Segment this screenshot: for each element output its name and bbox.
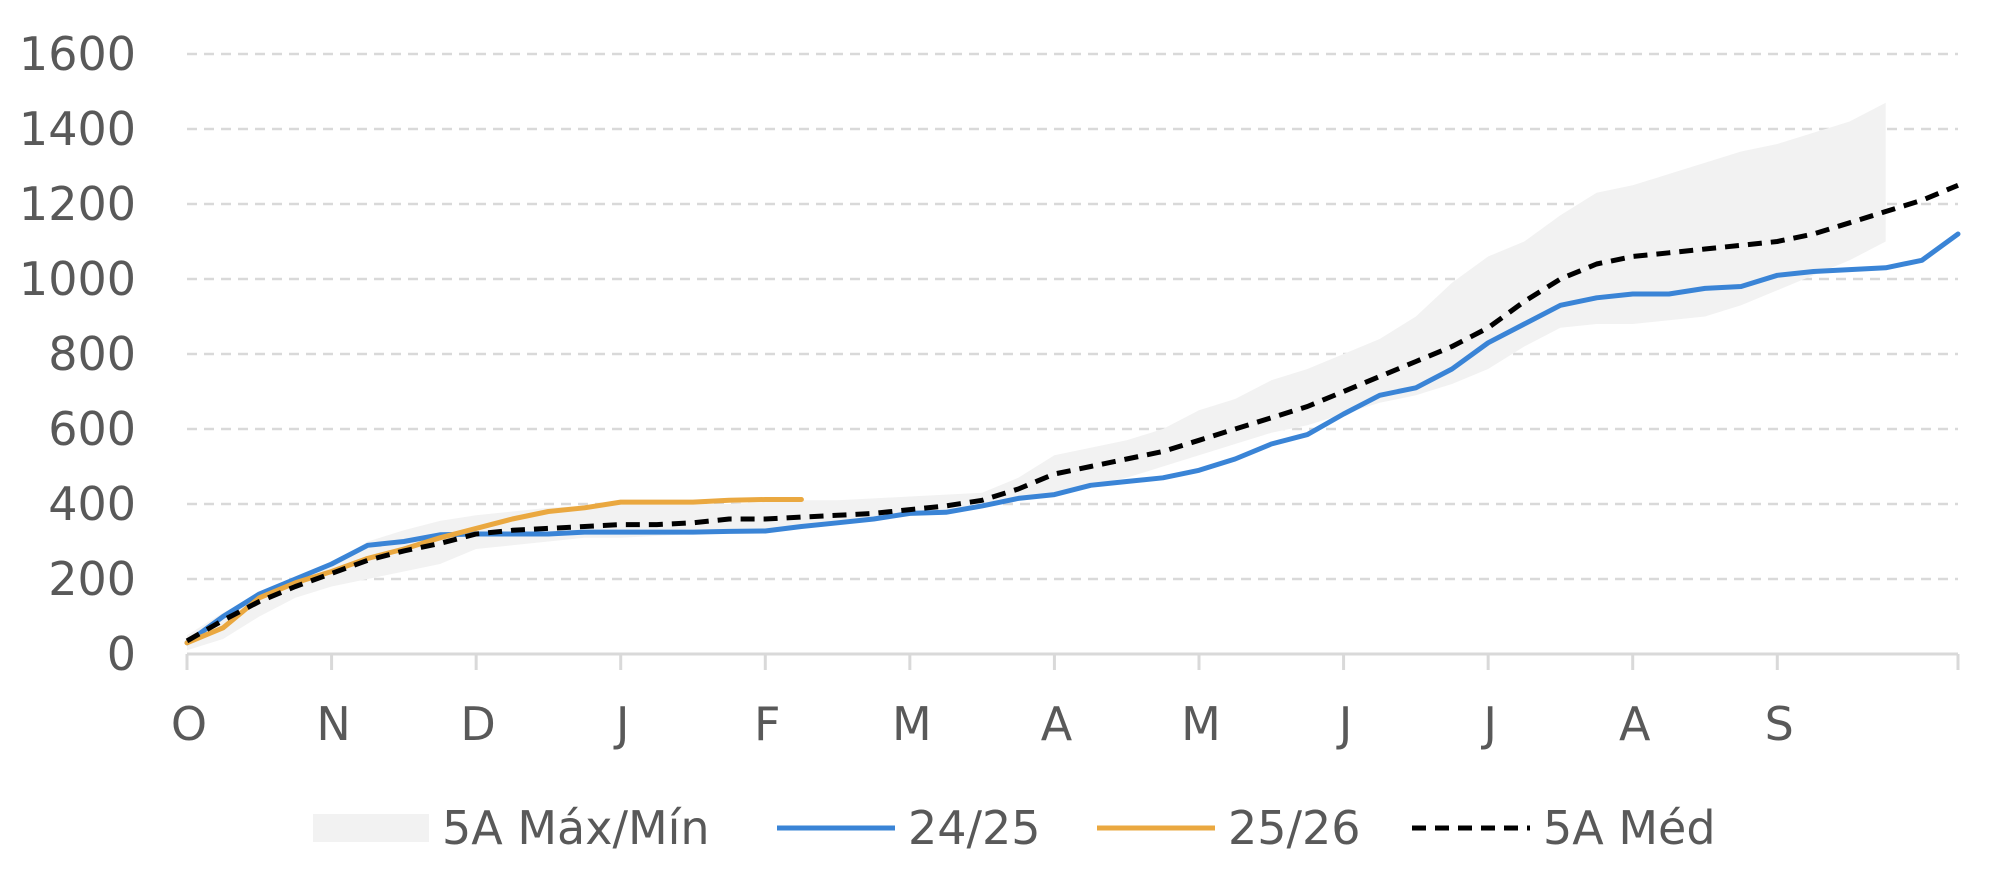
series-line-5a-m-d	[185, 182, 1959, 644]
y-axis-tick-labels: 0 200 400 600 800 1000 1200 1400 1600	[19, 27, 136, 681]
y-tick-label: 1200	[19, 177, 136, 231]
series-layer	[184, 182, 1961, 646]
legend-swatch-band	[313, 814, 429, 842]
x-tick-label: A	[1619, 697, 1651, 751]
x-tick-label: A	[1041, 697, 1073, 751]
x-tick-label: N	[316, 697, 350, 751]
series-line-25-26	[184, 497, 804, 646]
y-tick-label: 0	[107, 627, 136, 681]
x-tick-label: F	[754, 697, 780, 751]
x-tick-label: J	[613, 697, 630, 751]
legend-label-band: 5A Máx/Mín	[442, 801, 710, 855]
grid-layer	[187, 52, 1958, 581]
x-tick-label: D	[460, 697, 495, 751]
x-tick-label: M	[1181, 697, 1221, 751]
legend-label-5a-med: 5A Méd	[1543, 801, 1716, 855]
y-tick-label: 200	[48, 552, 136, 606]
y-tick-label: 400	[48, 477, 136, 531]
axis-layer	[185, 652, 1960, 670]
y-tick-label: 1000	[19, 252, 136, 306]
band-layer	[187, 102, 1886, 651]
x-tick-label: S	[1765, 697, 1794, 751]
series-line-24-25	[184, 231, 1961, 646]
legend-label-24-25: 24/25	[908, 801, 1041, 855]
x-tick-label: J	[1336, 697, 1353, 751]
x-tick-label: M	[892, 697, 932, 751]
y-tick-label: 600	[48, 402, 136, 456]
y-tick-label: 1400	[19, 102, 136, 156]
y-tick-label: 1600	[19, 27, 136, 81]
y-tick-label: 800	[48, 327, 136, 381]
legend: 5A Máx/Mín 24/25 25/26 5A Méd	[313, 801, 1716, 855]
band-5a-max-min	[187, 102, 1886, 651]
legend-label-25-26: 25/26	[1228, 801, 1361, 855]
x-tick-label: O	[171, 697, 207, 751]
x-tick-label: J	[1480, 697, 1497, 751]
